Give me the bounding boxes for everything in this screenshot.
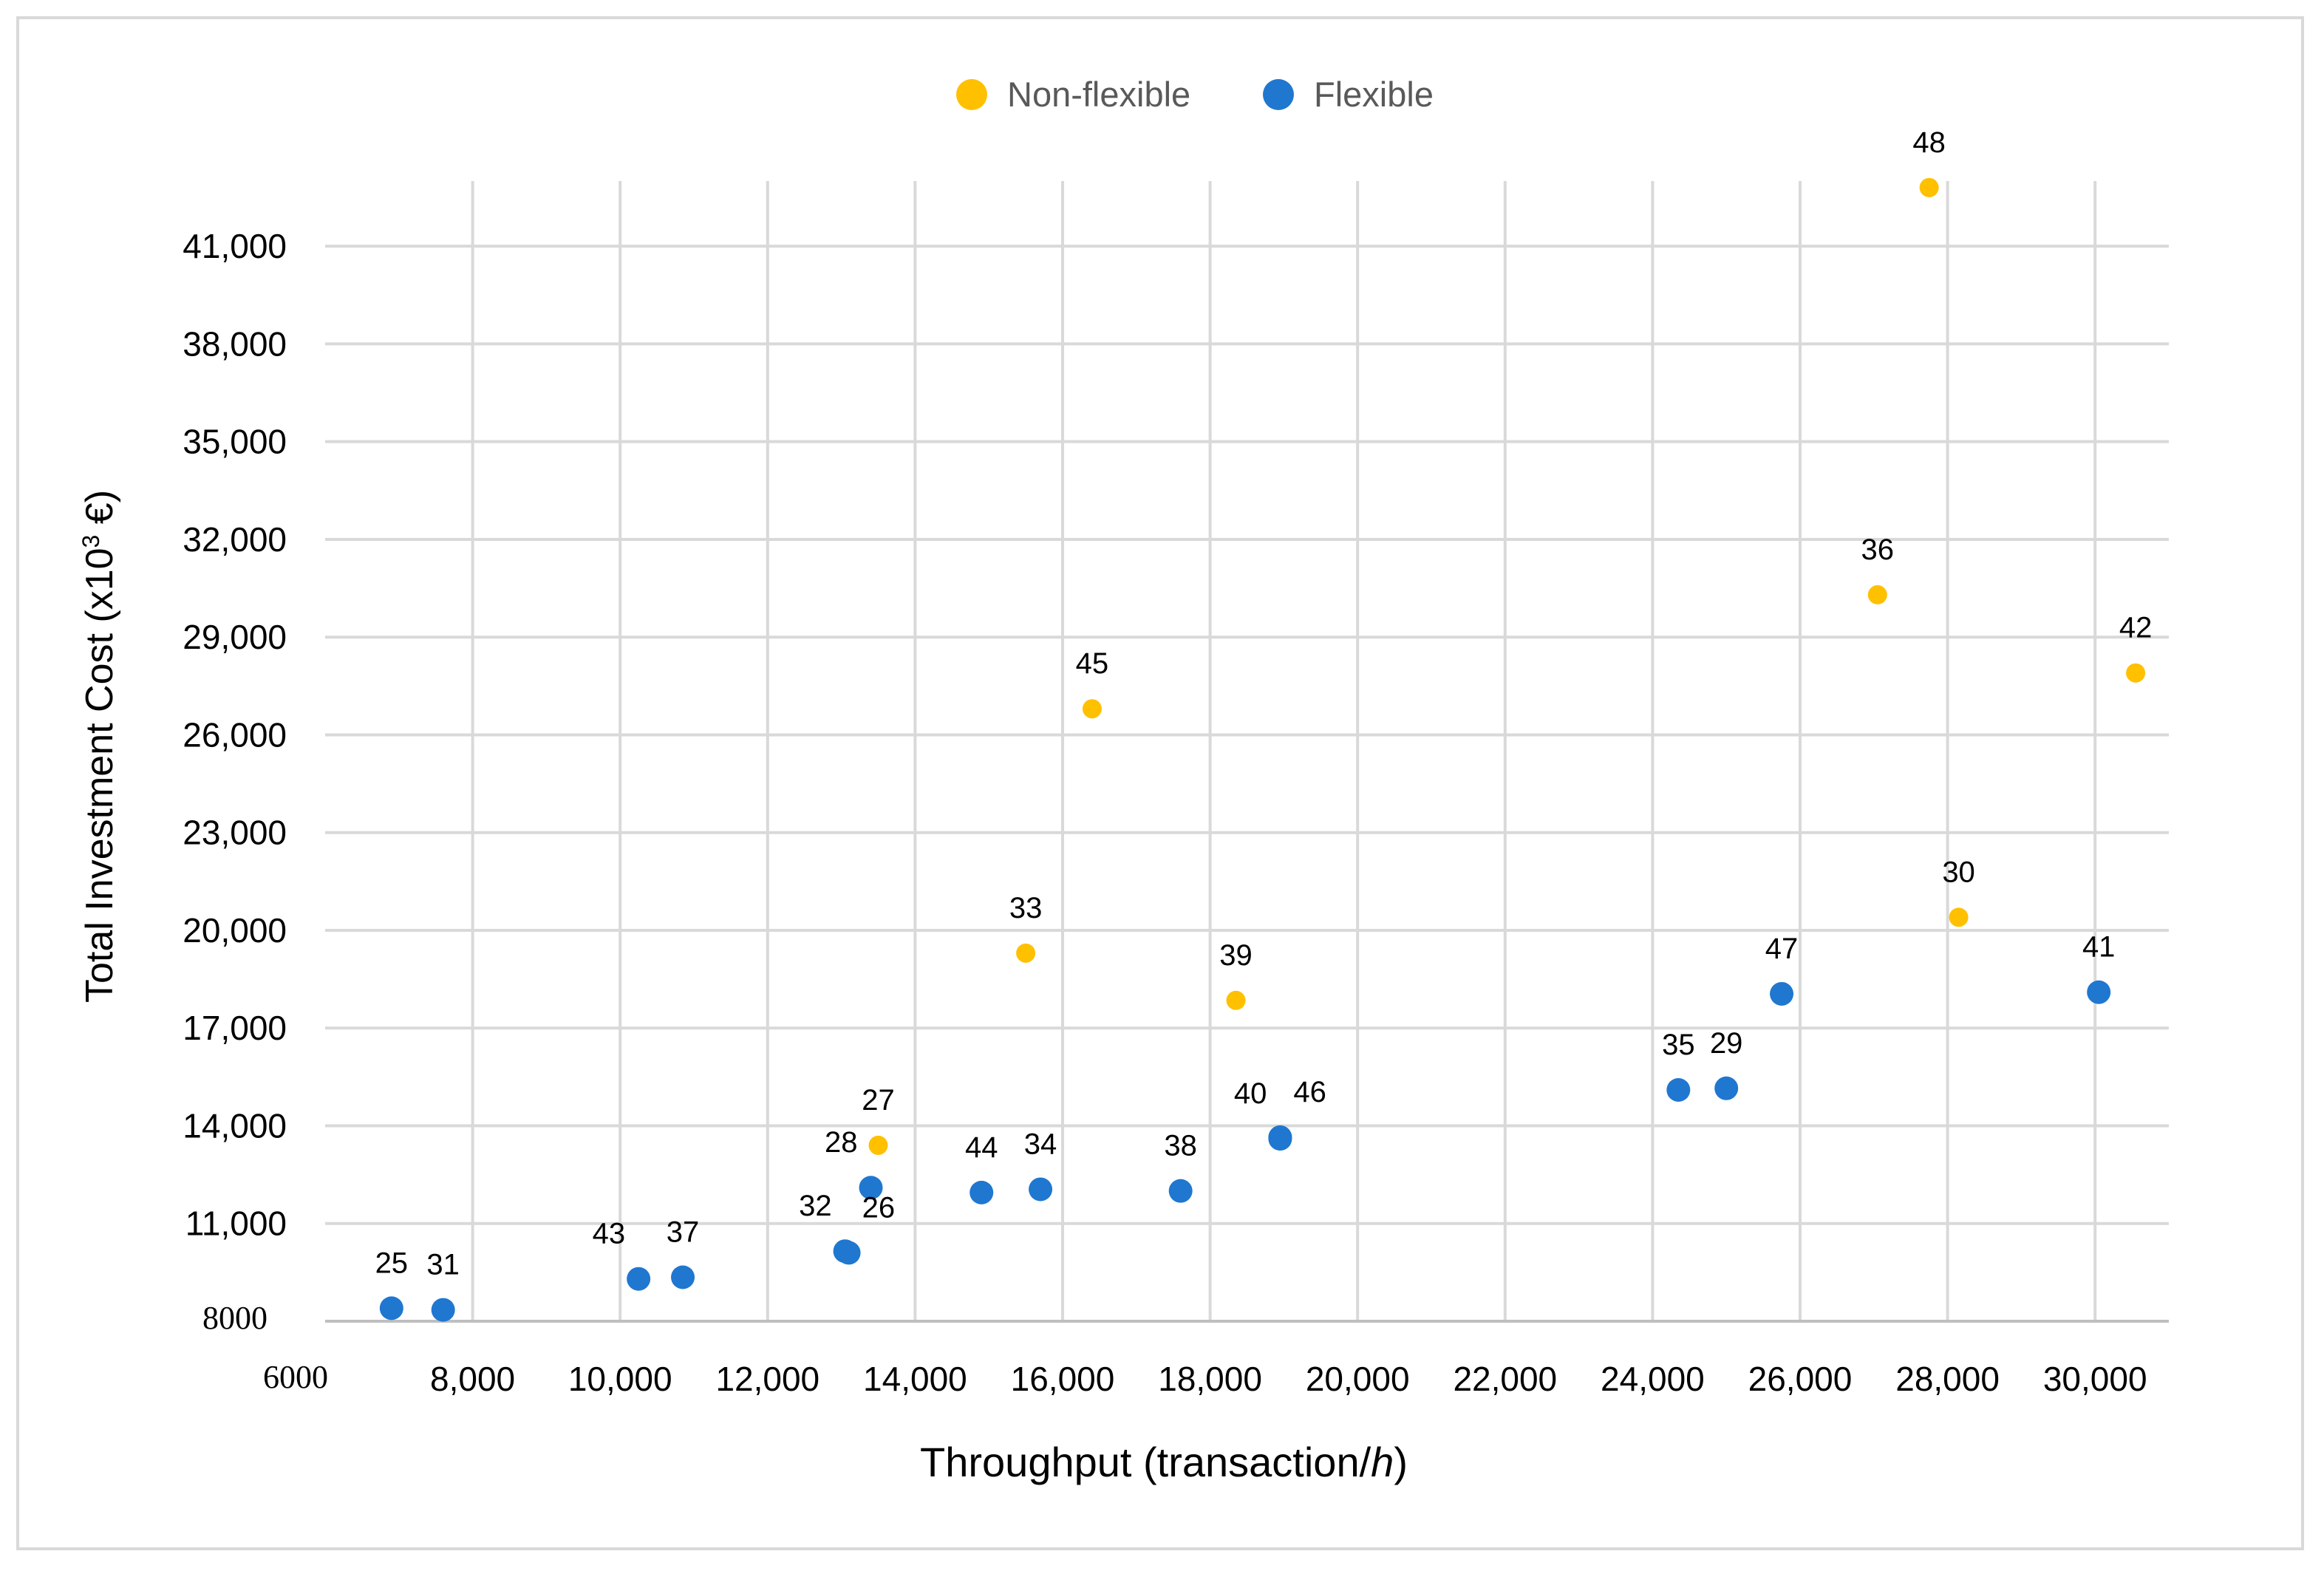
x-tick-label: 26,000 <box>1748 1360 1853 1398</box>
legend-marker-flexible <box>1263 79 1294 110</box>
x-tick-label: 18,000 <box>1158 1360 1262 1398</box>
data-point-33 <box>1016 943 1036 963</box>
legend-marker-non-flexible <box>956 79 987 110</box>
y-tick-label: 14,000 <box>183 1106 287 1145</box>
data-point-43 <box>627 1267 651 1291</box>
data-label-33: 33 <box>1009 892 1043 924</box>
data-label-26: 26 <box>862 1191 896 1224</box>
data-point-47 <box>1770 981 1794 1006</box>
legend: Non-flexible Flexible <box>956 75 1434 114</box>
y-tick-label: 32,000 <box>183 520 287 559</box>
data-point-31 <box>431 1298 455 1322</box>
data-label-45: 45 <box>1076 647 1109 680</box>
y-tick-label: 38,000 <box>183 324 287 363</box>
y-tick-label: 35,000 <box>183 423 287 461</box>
y-tick-label: 11,000 <box>185 1204 287 1243</box>
data-label-36: 36 <box>1861 534 1895 566</box>
data-label-34: 34 <box>1024 1128 1057 1160</box>
x-axis-title-main: Throughput (transaction/ <box>920 1439 1371 1485</box>
y-axis-title-main: Total Investment Cost (x10 <box>78 548 121 1003</box>
x-tick-label: 8,000 <box>430 1360 515 1398</box>
y-tick-label: 8000 <box>202 1300 268 1336</box>
x-tick-label: 12,000 <box>715 1360 819 1398</box>
y-tick-label: 26,000 <box>183 715 287 754</box>
data-point-38 <box>1168 1179 1193 1203</box>
y-tick-label: 20,000 <box>183 911 287 950</box>
legend-label-flexible: Flexible <box>1314 75 1434 114</box>
chart-frame <box>16 16 2304 1550</box>
data-label-35: 35 <box>1662 1029 1695 1061</box>
x-tick-label: 16,000 <box>1011 1360 1115 1398</box>
x-tick-label: 24,000 <box>1601 1360 1705 1398</box>
data-label-39: 39 <box>1219 939 1253 972</box>
y-axis-title-unit: €) <box>78 490 121 535</box>
data-label-28: 28 <box>825 1126 858 1159</box>
data-label-29: 29 <box>1710 1027 1743 1060</box>
data-point-37 <box>671 1265 695 1289</box>
x-tick-label: 20,000 <box>1306 1360 1410 1398</box>
data-label-43: 43 <box>593 1218 626 1250</box>
data-label-46: 46 <box>1293 1076 1326 1108</box>
y-tick-label: 23,000 <box>183 814 287 852</box>
data-point-28 <box>859 1176 883 1200</box>
data-point-27 <box>868 1135 888 1155</box>
x-tick-label: 22,000 <box>1453 1360 1557 1398</box>
x-axis-title: Throughput (transaction/h) <box>920 1439 1408 1485</box>
x-tick-label: 30,000 <box>2043 1360 2147 1398</box>
grid-lines <box>325 181 2169 1321</box>
data-point-34 <box>1029 1177 1053 1202</box>
x-axis-title-unit: h <box>1371 1439 1394 1485</box>
y-axis-title-sup: 3 <box>78 535 104 548</box>
data-label-40: 40 <box>1234 1077 1267 1110</box>
y-tick-label: 41,000 <box>183 227 287 265</box>
data-point-25 <box>379 1296 403 1320</box>
x-tick-label: 28,000 <box>1895 1360 2000 1398</box>
data-label-42: 42 <box>2119 612 2153 644</box>
data-label-37: 37 <box>667 1216 700 1248</box>
data-label-27: 27 <box>862 1084 895 1117</box>
data-point-46 <box>1268 1125 1292 1149</box>
data-label-30: 30 <box>1942 856 1975 888</box>
y-axis-title: Total Investment Cost (x103 €) <box>78 490 121 1003</box>
data-point-45 <box>1082 699 1102 719</box>
data-label-38: 38 <box>1164 1130 1197 1162</box>
data-point-42 <box>2126 663 2146 683</box>
data-point-48 <box>1919 177 1939 197</box>
data-point-41 <box>2087 980 2111 1004</box>
data-point-29 <box>1714 1076 1739 1100</box>
x-tick-label: 14,000 <box>863 1360 967 1398</box>
data-label-31: 31 <box>426 1249 460 1281</box>
data-label-41: 41 <box>2082 931 2116 964</box>
legend-label-non-flexible: Non-flexible <box>1007 75 1190 114</box>
data-point-26 <box>836 1241 861 1265</box>
data-label-32: 32 <box>799 1190 832 1222</box>
data-label-25: 25 <box>375 1247 409 1279</box>
data-point-39 <box>1226 990 1246 1010</box>
x-tick-label: 6000 <box>263 1359 328 1395</box>
tick-labels: 6000 8,000 10,000 12,000 14,000 16,000 18,000 2… <box>183 227 2147 1398</box>
data-point-30 <box>1949 907 1969 927</box>
x-axis-title-close: ) <box>1394 1439 1408 1485</box>
data-points <box>379 177 2146 1322</box>
data-label-44: 44 <box>965 1131 998 1164</box>
data-label-47: 47 <box>1765 933 1799 965</box>
x-tick-label: 10,000 <box>568 1360 672 1398</box>
y-tick-label: 17,000 <box>183 1009 287 1047</box>
data-point-44 <box>970 1180 994 1204</box>
data-point-35 <box>1666 1077 1691 1102</box>
data-label-48: 48 <box>1912 126 1946 159</box>
y-tick-label: 29,000 <box>183 618 287 656</box>
data-point-36 <box>1867 585 1887 604</box>
